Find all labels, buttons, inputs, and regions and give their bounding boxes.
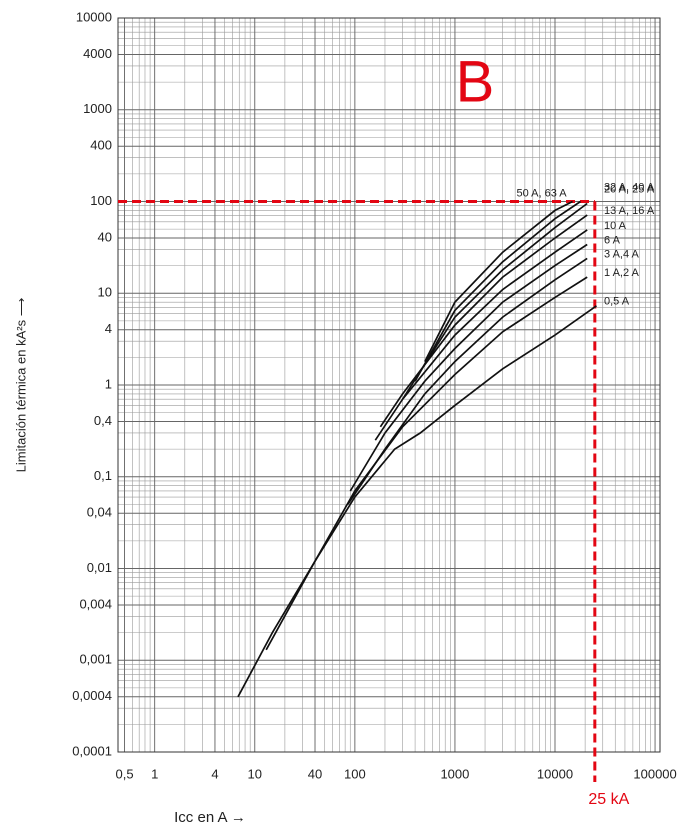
series-line bbox=[265, 276, 588, 651]
y-tick-label: 40 bbox=[98, 229, 112, 244]
y-tick-label: 0,001 bbox=[79, 652, 112, 667]
y-tick-label: 4000 bbox=[83, 46, 112, 61]
y-tick-label: 100 bbox=[90, 193, 112, 208]
y-tick-label: 0,0001 bbox=[72, 743, 112, 758]
y-tick-label: 0,4 bbox=[94, 413, 112, 428]
y-tick-label: 0,1 bbox=[94, 468, 112, 483]
series-line bbox=[347, 257, 588, 505]
series-label: 10 A bbox=[604, 220, 627, 232]
x-tick-label: 100000 bbox=[633, 766, 676, 781]
series-label: 32 A, 40 A bbox=[604, 181, 655, 193]
series-label: 3 A,4 A bbox=[604, 248, 640, 260]
y-axis-label: Limitación térmica en kA²s ⟶ bbox=[13, 298, 28, 473]
x-tick-label: 1 bbox=[151, 766, 158, 781]
x-tick-label: 1000 bbox=[440, 766, 469, 781]
y-tick-label: 10000 bbox=[76, 9, 112, 24]
annotation: B bbox=[456, 49, 495, 114]
reference-label: 25 kA bbox=[588, 791, 629, 808]
series-line bbox=[237, 305, 597, 698]
series-label: 0,5 A bbox=[604, 296, 630, 308]
x-axis-label: Icc en A → bbox=[174, 809, 246, 826]
x-tick-label: 40 bbox=[308, 766, 322, 781]
y-tick-label: 0,004 bbox=[79, 596, 112, 611]
y-tick-label: 0,0004 bbox=[72, 688, 112, 703]
series-label: 13 A, 16 A bbox=[604, 205, 655, 217]
plot-frame bbox=[117, 17, 661, 753]
y-tick-label: 0,04 bbox=[87, 505, 112, 520]
y-tick-label: 1 bbox=[105, 376, 112, 391]
series-label: 50 A, 63 A bbox=[516, 187, 567, 199]
y-tick-label: 10 bbox=[98, 285, 112, 300]
series-label: 6 A bbox=[604, 234, 621, 246]
series-line bbox=[424, 200, 573, 362]
series-line bbox=[414, 200, 581, 382]
series-line bbox=[379, 214, 588, 428]
x-tick-label: 100 bbox=[344, 766, 366, 781]
y-tick-label: 1000 bbox=[83, 101, 112, 116]
series-label: 20 A, 25 A bbox=[604, 183, 655, 195]
x-tick-label: 10000 bbox=[537, 766, 573, 781]
y-tick-label: 0,01 bbox=[87, 560, 112, 575]
y-tick-label: 4 bbox=[105, 321, 112, 336]
series-line bbox=[401, 202, 588, 400]
x-tick-label: 0,5 bbox=[116, 766, 134, 781]
series-line bbox=[349, 243, 588, 492]
series-line bbox=[374, 229, 588, 441]
x-tick-label: 4 bbox=[211, 766, 218, 781]
x-tick-label: 10 bbox=[248, 766, 262, 781]
series-label: 1 A,2 A bbox=[604, 267, 640, 279]
y-tick-label: 400 bbox=[90, 138, 112, 153]
